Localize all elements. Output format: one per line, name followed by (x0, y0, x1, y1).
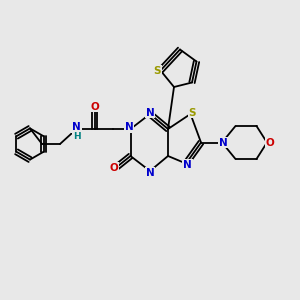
Text: S: S (188, 107, 196, 118)
Text: O: O (110, 163, 118, 173)
Text: O: O (90, 101, 99, 112)
Text: N: N (146, 107, 154, 118)
Text: S: S (154, 65, 161, 76)
Text: N: N (219, 137, 228, 148)
Text: N: N (146, 167, 154, 178)
Text: O: O (266, 137, 274, 148)
Text: H: H (73, 132, 80, 141)
Text: N: N (72, 122, 81, 133)
Text: N: N (124, 122, 134, 133)
Text: N: N (183, 160, 192, 170)
